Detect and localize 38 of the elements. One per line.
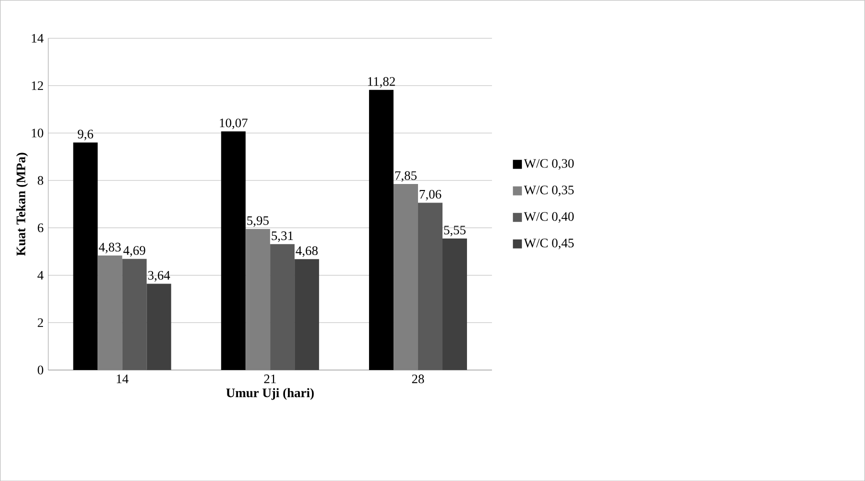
- data-label: 5,31: [272, 231, 293, 242]
- bar: [369, 90, 394, 370]
- data-label: 5,95: [247, 216, 269, 227]
- x-axis-title: Umur Uji (hari): [226, 388, 314, 400]
- bar: [442, 238, 467, 370]
- x-tick-label: 28: [412, 374, 424, 384]
- data-label: 3,64: [148, 270, 170, 282]
- y-axis-title: Kuat Tekan (MPa): [16, 152, 28, 256]
- bar: [122, 258, 147, 370]
- x-tick-label: 14: [116, 374, 128, 383]
- data-label: 7,06: [420, 190, 442, 200]
- bar: [221, 131, 246, 370]
- bar: [418, 202, 442, 370]
- data-label: 10,07: [220, 118, 248, 130]
- bar: [294, 259, 320, 370]
- y-tick-label: 0: [38, 366, 44, 374]
- data-label: 4,69: [123, 246, 146, 257]
- x-tick-label: 21: [264, 374, 276, 384]
- legend-label: W/C 0,45: [524, 238, 574, 250]
- legend-label: W/C 0,40: [524, 212, 574, 223]
- data-label: 5,55: [444, 226, 466, 236]
- y-tick-label: 14: [32, 34, 44, 42]
- bar: [73, 142, 98, 370]
- bar: [270, 244, 295, 370]
- y-tick-label: 10: [32, 128, 44, 138]
- y-tick-label: 2: [38, 318, 43, 327]
- y-tick-label: 6: [38, 223, 44, 232]
- legend-label: W/C 0,30: [524, 158, 574, 170]
- bar: [146, 284, 172, 370]
- legend-label: W/C 0,35: [524, 185, 574, 196]
- data-label: 7,85: [395, 171, 417, 182]
- data-label: 4,83: [98, 242, 121, 254]
- data-label: 11,82: [368, 76, 395, 88]
- data-label: 4,68: [296, 246, 318, 257]
- y-tick-label: 12: [32, 81, 43, 90]
- y-tick-label: 8: [38, 176, 44, 185]
- y-tick-label: 4: [37, 270, 44, 280]
- data-label: 9,6: [78, 130, 94, 140]
